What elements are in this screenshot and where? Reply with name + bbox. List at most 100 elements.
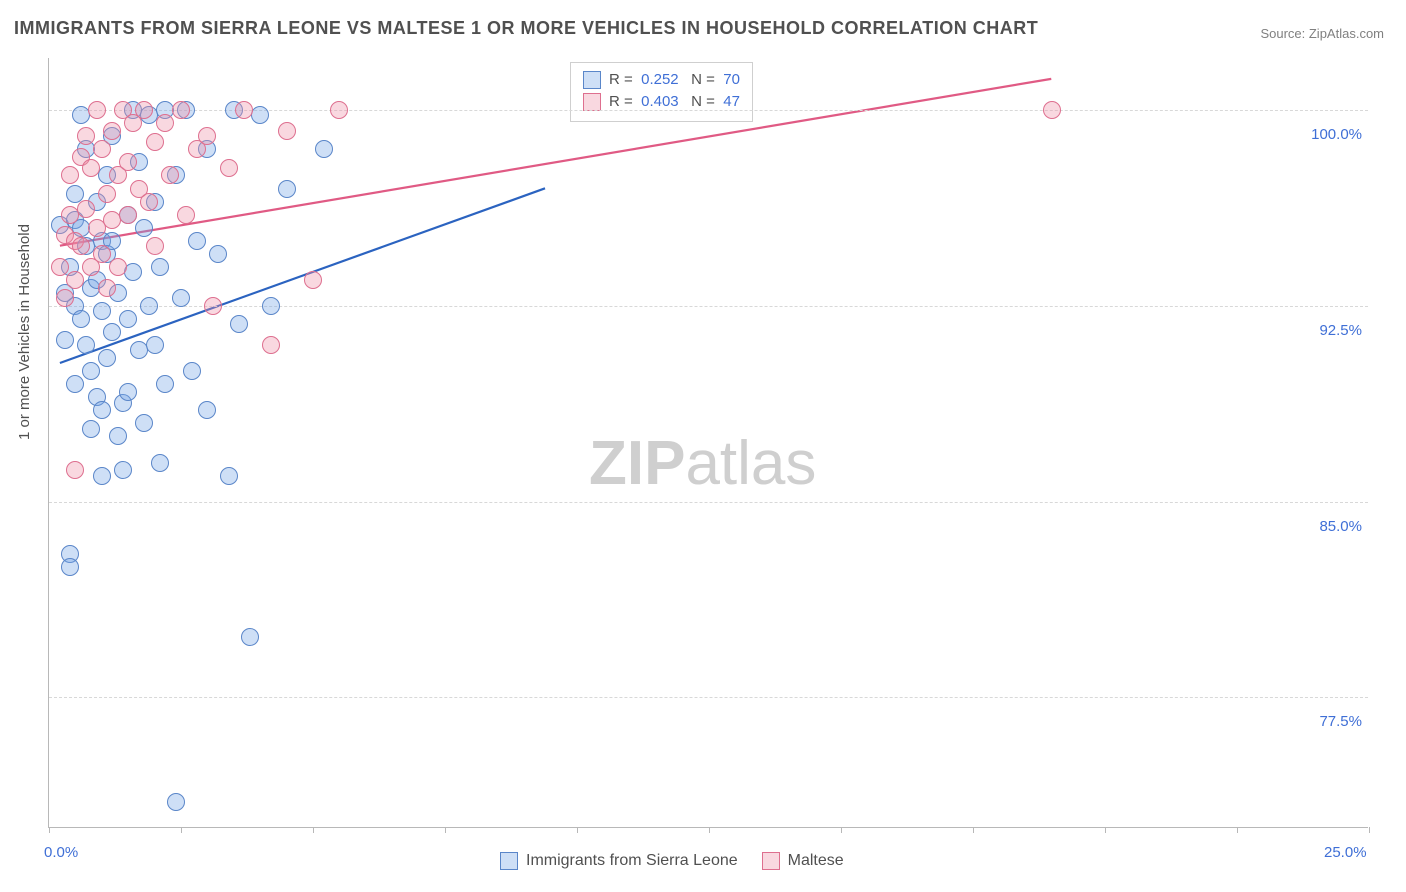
scatter-marker xyxy=(93,401,111,419)
scatter-marker xyxy=(119,153,137,171)
scatter-marker xyxy=(93,140,111,158)
scatter-marker xyxy=(88,101,106,119)
scatter-marker xyxy=(56,331,74,349)
x-tick xyxy=(1369,827,1370,833)
scatter-marker xyxy=(161,166,179,184)
scatter-marker xyxy=(56,289,74,307)
scatter-marker xyxy=(146,237,164,255)
watermark: ZIPatlas xyxy=(589,428,816,499)
y-tick-label: 77.5% xyxy=(1319,713,1362,730)
x-tick xyxy=(49,827,50,833)
scatter-marker xyxy=(103,323,121,341)
scatter-marker xyxy=(198,127,216,145)
legend-swatch xyxy=(583,93,601,111)
plot-area: ZIPatlas R = 0.252 N = 70R = 0.403 N = 4… xyxy=(48,58,1368,828)
chart-title: IMMIGRANTS FROM SIERRA LEONE VS MALTESE … xyxy=(14,18,1038,39)
x-tick xyxy=(577,827,578,833)
scatter-marker xyxy=(251,106,269,124)
legend-swatch xyxy=(762,852,780,870)
scatter-marker xyxy=(330,101,348,119)
scatter-marker xyxy=(51,258,69,276)
gridline xyxy=(49,502,1368,503)
scatter-marker xyxy=(241,628,259,646)
scatter-marker xyxy=(177,206,195,224)
gridline xyxy=(49,306,1368,307)
scatter-marker xyxy=(262,336,280,354)
y-tick-label: 85.0% xyxy=(1319,518,1362,535)
scatter-marker xyxy=(93,302,111,320)
scatter-marker xyxy=(109,258,127,276)
y-axis-title: 1 or more Vehicles in Household xyxy=(16,224,33,440)
scatter-marker xyxy=(183,362,201,380)
scatter-marker xyxy=(172,101,190,119)
x-tick xyxy=(313,827,314,833)
scatter-marker xyxy=(172,289,190,307)
x-tick-label: 25.0% xyxy=(1324,844,1367,861)
x-tick xyxy=(181,827,182,833)
y-tick-label: 100.0% xyxy=(1311,126,1362,143)
scatter-marker xyxy=(103,122,121,140)
scatter-marker xyxy=(278,122,296,140)
scatter-marker xyxy=(82,362,100,380)
scatter-marker xyxy=(72,310,90,328)
scatter-marker xyxy=(146,133,164,151)
x-tick xyxy=(841,827,842,833)
scatter-marker xyxy=(151,258,169,276)
scatter-marker xyxy=(77,200,95,218)
scatter-marker xyxy=(135,414,153,432)
source-attribution: Source: ZipAtlas.com xyxy=(1260,26,1384,41)
legend-item: Immigrants from Sierra Leone xyxy=(500,852,738,870)
scatter-marker xyxy=(82,159,100,177)
scatter-marker xyxy=(72,237,90,255)
scatter-marker xyxy=(230,315,248,333)
scatter-marker xyxy=(1043,101,1061,119)
y-tick-label: 92.5% xyxy=(1319,322,1362,339)
scatter-marker xyxy=(140,297,158,315)
scatter-marker xyxy=(188,232,206,250)
scatter-marker xyxy=(93,245,111,263)
scatter-marker xyxy=(77,336,95,354)
x-tick xyxy=(1105,827,1106,833)
trend-lines-layer xyxy=(49,58,1368,827)
scatter-marker xyxy=(315,140,333,158)
gridline xyxy=(49,697,1368,698)
scatter-marker xyxy=(124,263,142,281)
scatter-marker xyxy=(66,271,84,289)
x-tick xyxy=(973,827,974,833)
scatter-marker xyxy=(262,297,280,315)
scatter-marker xyxy=(82,420,100,438)
scatter-marker xyxy=(98,279,116,297)
scatter-marker xyxy=(151,454,169,472)
scatter-marker xyxy=(93,467,111,485)
scatter-marker xyxy=(98,349,116,367)
legend-label: Immigrants from Sierra Leone xyxy=(526,852,738,870)
legend-label: Maltese xyxy=(788,852,844,870)
scatter-marker xyxy=(304,271,322,289)
x-tick-label: 0.0% xyxy=(44,844,78,861)
scatter-marker xyxy=(198,401,216,419)
scatter-marker xyxy=(220,159,238,177)
scatter-marker xyxy=(220,467,238,485)
trend-line xyxy=(60,79,1051,246)
scatter-marker xyxy=(109,427,127,445)
scatter-marker xyxy=(209,245,227,263)
stats-legend-row: R = 0.252 N = 70 xyxy=(583,69,740,91)
scatter-marker xyxy=(146,336,164,354)
scatter-marker xyxy=(119,310,137,328)
stats-legend-panel: R = 0.252 N = 70R = 0.403 N = 47 xyxy=(570,62,753,122)
series-legend: Immigrants from Sierra Leone Maltese xyxy=(500,852,844,870)
scatter-marker xyxy=(156,114,174,132)
x-tick xyxy=(445,827,446,833)
scatter-marker xyxy=(61,166,79,184)
scatter-marker xyxy=(235,101,253,119)
scatter-marker xyxy=(156,375,174,393)
scatter-marker xyxy=(167,793,185,811)
scatter-marker xyxy=(119,383,137,401)
x-tick xyxy=(709,827,710,833)
x-tick xyxy=(1237,827,1238,833)
scatter-marker xyxy=(114,461,132,479)
scatter-marker xyxy=(98,185,116,203)
legend-item: Maltese xyxy=(762,852,844,870)
scatter-marker xyxy=(135,219,153,237)
scatter-marker xyxy=(140,193,158,211)
